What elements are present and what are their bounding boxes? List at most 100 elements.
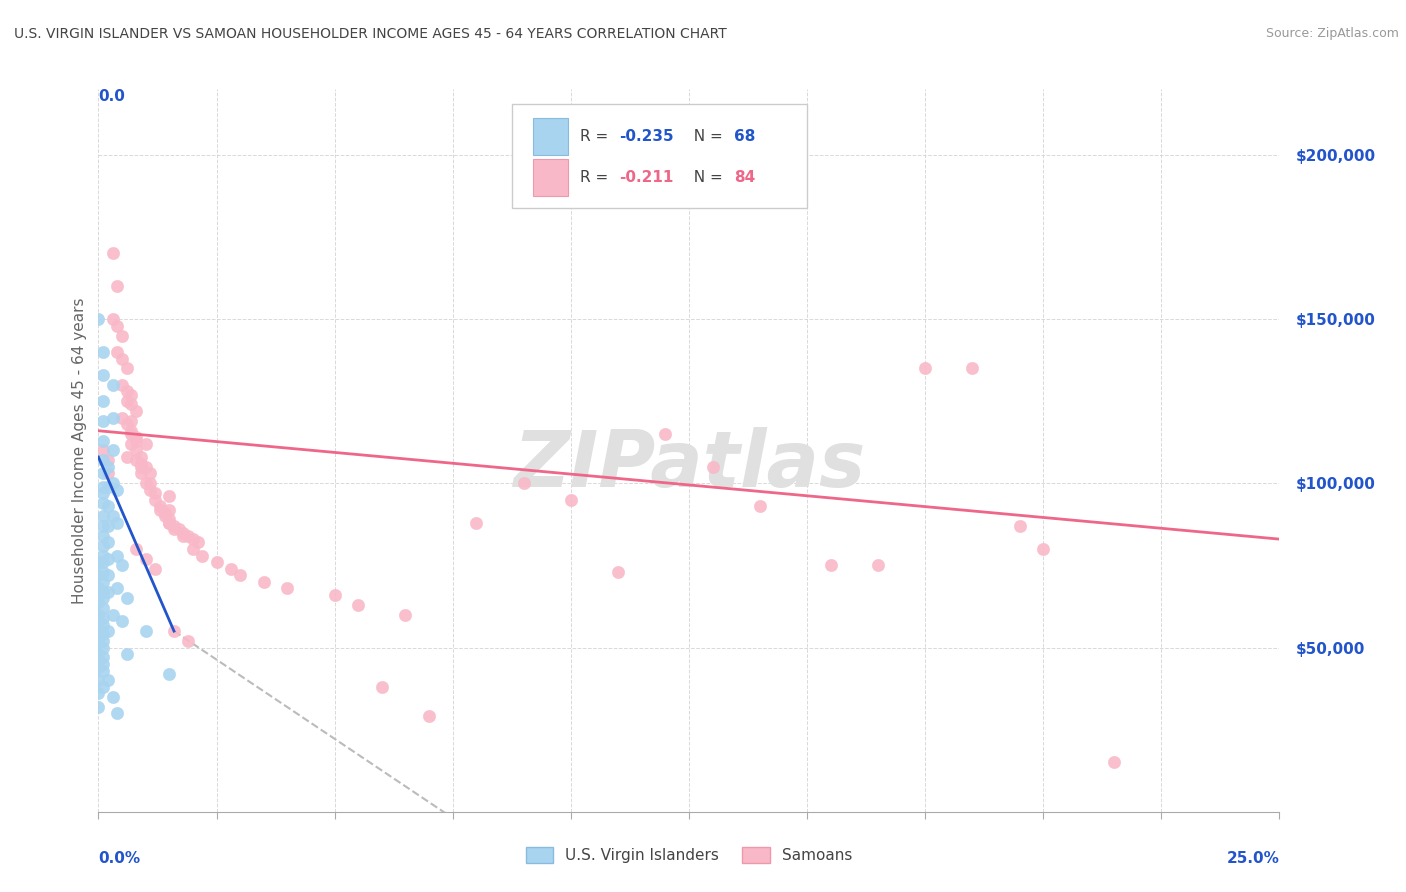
Point xyxy=(105,279,128,293)
Point xyxy=(135,551,157,566)
Point xyxy=(135,437,157,451)
Point xyxy=(962,361,984,376)
Point xyxy=(97,551,120,566)
Text: N =: N = xyxy=(685,170,728,185)
Point xyxy=(702,459,724,474)
Point xyxy=(121,387,143,401)
Point xyxy=(97,467,120,481)
Point xyxy=(149,500,172,514)
Point xyxy=(129,467,152,481)
Point xyxy=(111,328,134,343)
FancyBboxPatch shape xyxy=(512,103,807,209)
Point xyxy=(143,486,166,500)
Point xyxy=(153,506,176,520)
Point xyxy=(91,627,114,641)
Point xyxy=(205,555,228,569)
Point xyxy=(91,345,114,359)
Point xyxy=(111,558,134,573)
Point xyxy=(101,312,124,326)
Point xyxy=(87,568,110,582)
Point xyxy=(1008,519,1031,533)
Point xyxy=(91,394,114,409)
Point xyxy=(560,492,582,507)
Point xyxy=(91,680,114,694)
Point xyxy=(276,582,298,596)
FancyBboxPatch shape xyxy=(533,159,568,196)
Point xyxy=(139,476,162,491)
Point xyxy=(465,516,488,530)
Point xyxy=(111,614,134,628)
Text: N =: N = xyxy=(685,129,728,144)
Point xyxy=(157,516,180,530)
Point xyxy=(135,476,157,491)
Point xyxy=(1032,541,1054,556)
Point xyxy=(125,430,148,444)
FancyBboxPatch shape xyxy=(533,118,568,155)
Point xyxy=(97,673,120,688)
Point xyxy=(87,686,110,700)
Point xyxy=(347,598,370,612)
Text: Source: ZipAtlas.com: Source: ZipAtlas.com xyxy=(1265,27,1399,40)
Point xyxy=(91,480,114,494)
Point xyxy=(91,611,114,625)
Point xyxy=(654,427,676,442)
Point xyxy=(418,709,440,723)
Point xyxy=(97,584,120,599)
Point xyxy=(167,522,190,536)
Point xyxy=(115,647,138,661)
Point xyxy=(181,532,204,546)
Point xyxy=(191,549,214,563)
Point xyxy=(115,450,138,464)
Point xyxy=(177,529,200,543)
Point xyxy=(229,568,252,582)
Point xyxy=(97,568,120,582)
Point xyxy=(143,492,166,507)
Point xyxy=(512,476,534,491)
Point xyxy=(87,594,110,608)
Point xyxy=(101,509,124,524)
Point xyxy=(125,404,148,418)
Point xyxy=(914,361,936,376)
Point xyxy=(323,588,346,602)
Point xyxy=(394,607,416,622)
Point xyxy=(111,377,134,392)
Point xyxy=(121,437,143,451)
Point xyxy=(101,607,124,622)
Point xyxy=(125,541,148,556)
Point xyxy=(91,657,114,671)
Point xyxy=(129,459,152,474)
Point xyxy=(139,467,162,481)
Text: 68: 68 xyxy=(734,129,755,144)
Point xyxy=(149,502,172,516)
Point xyxy=(121,424,143,438)
Point xyxy=(91,549,114,563)
Point xyxy=(91,443,114,458)
Point xyxy=(87,607,110,622)
Point xyxy=(87,634,110,648)
Text: 84: 84 xyxy=(734,170,755,185)
Point xyxy=(101,410,124,425)
Point xyxy=(101,377,124,392)
Point xyxy=(91,453,114,467)
Point xyxy=(87,621,110,635)
Point xyxy=(97,480,120,494)
Point xyxy=(91,467,114,481)
Point xyxy=(91,368,114,382)
Point xyxy=(163,519,186,533)
Point xyxy=(87,647,110,661)
Point xyxy=(157,512,180,526)
Text: 25.0%: 25.0% xyxy=(1226,851,1279,865)
Point xyxy=(91,664,114,678)
Point xyxy=(121,397,143,411)
Point xyxy=(105,345,128,359)
Point xyxy=(91,486,114,500)
Point xyxy=(115,384,138,399)
Point xyxy=(97,500,120,514)
Point xyxy=(111,410,134,425)
Point xyxy=(157,490,180,504)
Point xyxy=(87,312,110,326)
Point xyxy=(91,634,114,648)
Point xyxy=(153,509,176,524)
Point xyxy=(91,584,114,599)
Point xyxy=(87,699,110,714)
